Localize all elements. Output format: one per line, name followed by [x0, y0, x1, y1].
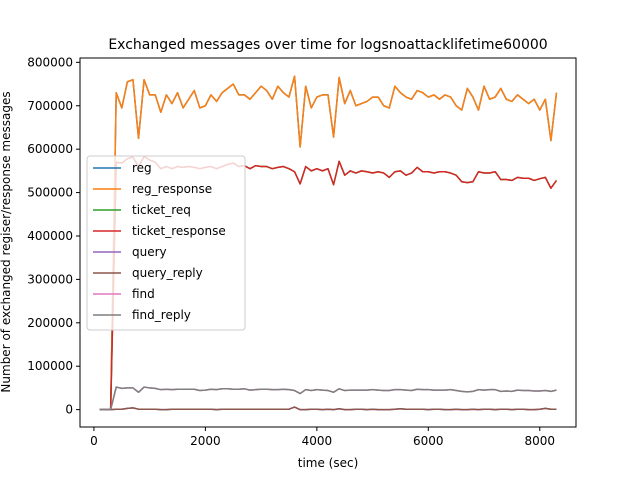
y-tick-label: 500000 — [27, 186, 73, 200]
y-tick-label: 300000 — [27, 272, 73, 286]
legend-label-reg: reg — [132, 161, 152, 175]
y-tick-label: 700000 — [27, 99, 73, 113]
x-tick-label: 4000 — [302, 434, 333, 448]
y-tick-label: 800000 — [27, 55, 73, 69]
legend-label-ticket-req: ticket_req — [132, 203, 191, 217]
legend: reg reg_response ticket_req ticket_response… — [86, 155, 246, 331]
legend-label-reg-response: reg_response — [132, 182, 212, 196]
y-tick-label: 100000 — [27, 359, 73, 373]
x-axis-title: time (sec) — [298, 456, 359, 470]
chart-title: Exchanged messages over time for logsnoa… — [108, 37, 547, 53]
x-tick-label: 6000 — [413, 434, 444, 448]
y-tick-label: 0 — [65, 403, 73, 417]
y-axis-title: Number of exchanged regiser/response mes… — [0, 91, 13, 392]
x-tick-label: 8000 — [525, 434, 556, 448]
x-tick-label: 0 — [90, 434, 98, 448]
series-line-query-reply — [99, 406, 557, 411]
x-tick-label: 2000 — [190, 434, 221, 448]
legend-label-find-reply: find_reply — [132, 308, 191, 322]
y-tick-label: 200000 — [27, 316, 73, 330]
legend-label-query: query — [132, 245, 167, 259]
x-axis: 0 2000 4000 6000 8000 — [90, 427, 555, 448]
legend-label-find: find — [132, 287, 155, 301]
y-tick-label: 400000 — [27, 229, 73, 243]
legend-box — [86, 155, 246, 331]
legend-label-ticket-response: ticket_response — [132, 224, 226, 238]
legend-label-query-reply: query_reply — [132, 266, 203, 280]
series-line-find-reply — [99, 386, 557, 411]
y-tick-label: 600000 — [27, 142, 73, 156]
y-axis: 0 100000 200000 300000 400000 500000 600000 700… — [27, 55, 80, 417]
series-line-reg-response — [99, 75, 558, 411]
plot-frame — [79, 57, 577, 428]
